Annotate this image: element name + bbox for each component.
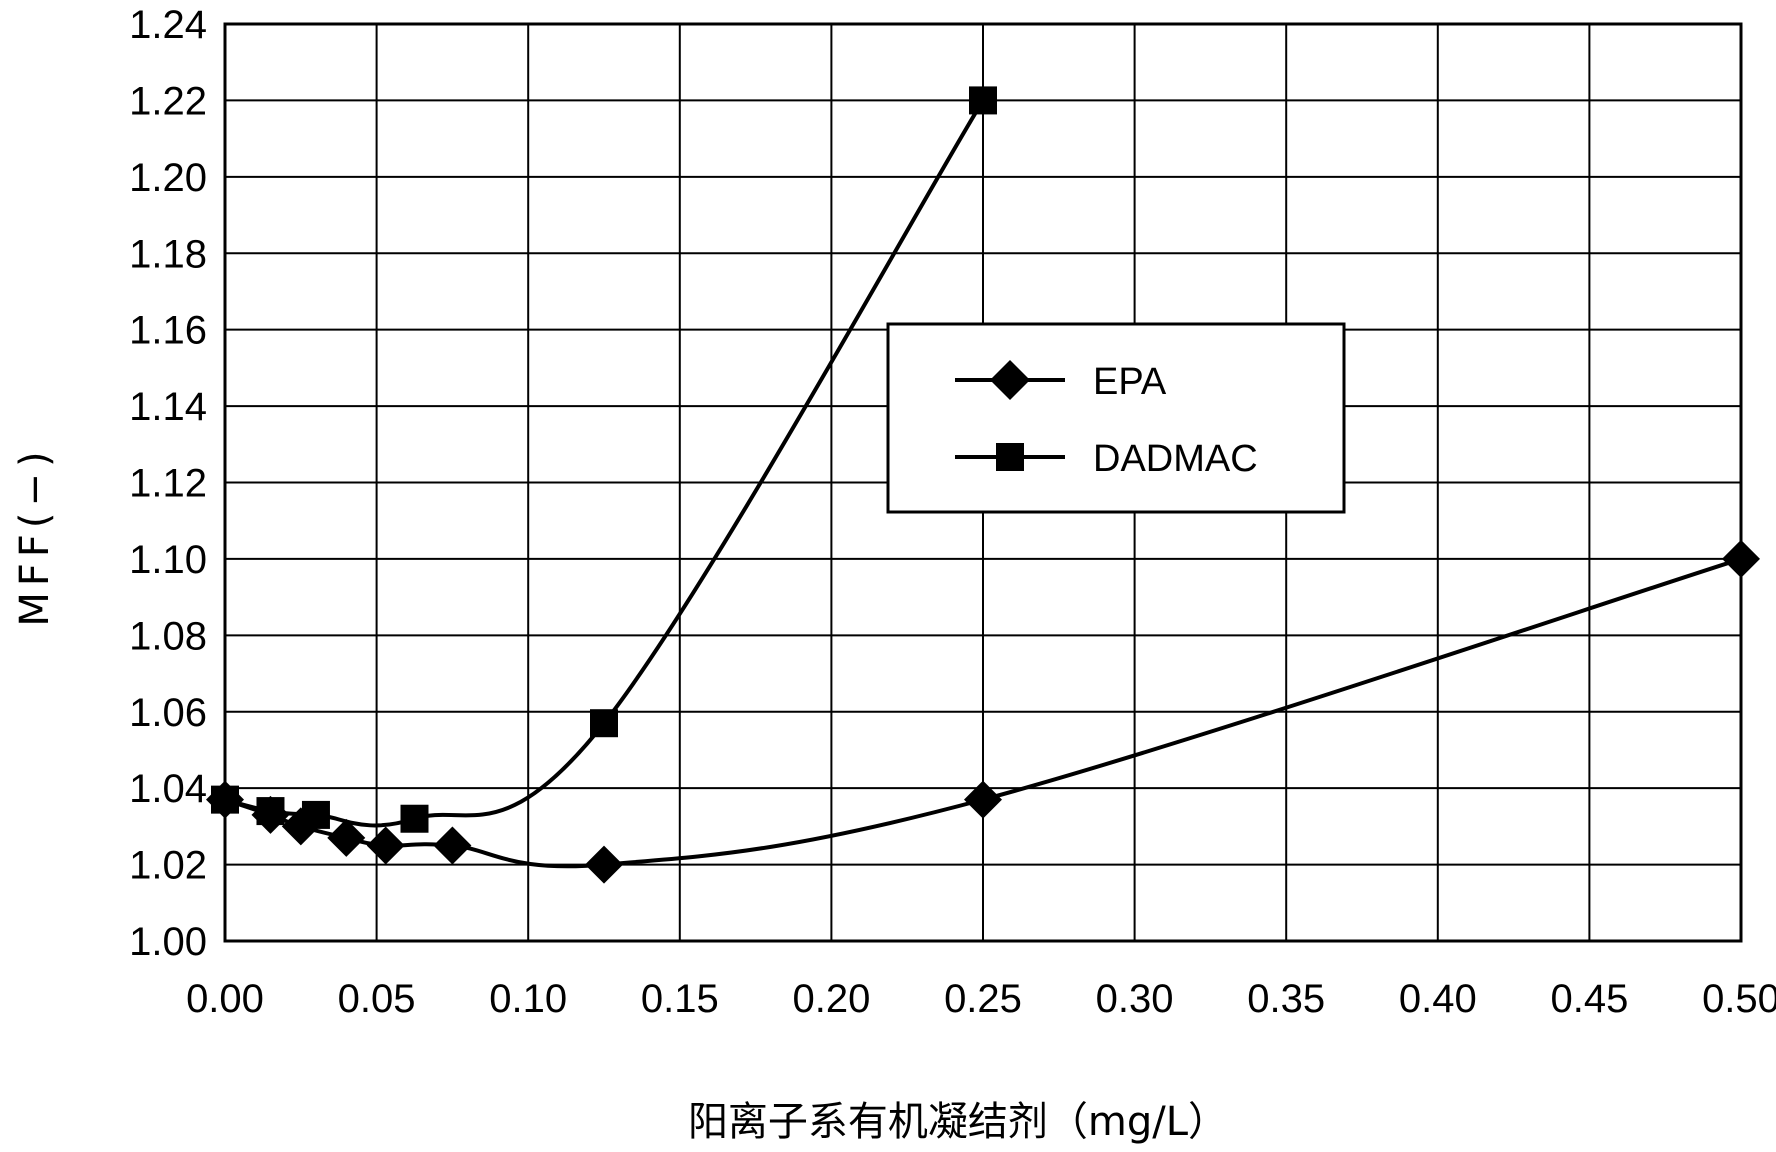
- x-tick-label: 0.50: [1702, 977, 1776, 1021]
- y-tick-label: 1.00: [129, 920, 207, 964]
- data-point-epa: [964, 780, 1002, 819]
- y-tick-label: 1.04: [129, 767, 207, 811]
- data-point-epa: [585, 845, 623, 884]
- y-tick-label: 1.22: [129, 79, 207, 123]
- legend-marker-dadmac: [996, 443, 1024, 471]
- y-axis-title: MFF(−): [12, 445, 58, 626]
- y-tick-label: 1.02: [129, 844, 207, 888]
- legend-marker-epa: [990, 360, 1030, 400]
- legend: EPA DADMAC: [886, 322, 1346, 514]
- x-tick-label: 0.35: [1247, 977, 1325, 1021]
- data-point-dadmac: [211, 785, 239, 814]
- data-point-dadmac: [256, 797, 285, 826]
- y-tick-label: 1.10: [129, 538, 207, 582]
- data-point-epa: [1722, 539, 1760, 578]
- data-point-epa: [433, 826, 472, 865]
- x-tick-label: 0.25: [944, 977, 1022, 1021]
- legend-item-epa: EPA: [955, 360, 1167, 403]
- x-tick-label: 0.00: [186, 977, 264, 1021]
- x-axis-title: 阳离子系有机凝结剂（mg/L）: [688, 1099, 1228, 1145]
- data-point-dadmac: [969, 86, 997, 115]
- x-tick-label: 0.15: [641, 977, 719, 1021]
- legend-item-dadmac: DADMAC: [955, 438, 1258, 480]
- x-tick-label: 0.10: [489, 977, 567, 1021]
- data-point-epa: [366, 826, 405, 865]
- y-tick-label: 1.18: [129, 232, 207, 276]
- y-tick-label: 1.08: [129, 614, 207, 658]
- series-dadmac: [211, 86, 997, 833]
- plot-area: [223, 22, 1743, 943]
- legend-box: [886, 322, 1346, 514]
- y-axis-tick-labels: 1.00 1.02 1.04 1.06 1.08 1.10 1.12 1.14 1.16 1.18…: [129, 3, 207, 964]
- x-tick-label: 0.05: [338, 977, 416, 1021]
- x-axis-tick-labels: 0.00 0.05 0.10 0.15 0.20 0.25 0.30 0.35 0.40 0.45…: [186, 977, 1776, 1021]
- x-tick-label: 0.45: [1550, 977, 1628, 1021]
- x-tick-label: 0.20: [792, 977, 870, 1021]
- y-tick-label: 1.24: [129, 3, 207, 47]
- legend-label-dadmac: DADMAC: [1093, 438, 1258, 480]
- y-tick-label: 1.16: [129, 309, 207, 353]
- y-tick-label: 1.14: [129, 385, 207, 429]
- y-tick-label: 1.20: [129, 156, 207, 200]
- legend-label-epa: EPA: [1093, 361, 1167, 403]
- x-tick-label: 0.40: [1399, 977, 1477, 1021]
- y-tick-label: 1.12: [129, 462, 207, 506]
- data-point-dadmac: [301, 800, 330, 829]
- x-tick-label: 0.30: [1096, 977, 1174, 1021]
- data-point-epa: [327, 818, 366, 857]
- series-layer: [206, 86, 1760, 884]
- data-point-dadmac: [590, 709, 618, 738]
- y-tick-label: 1.06: [129, 691, 207, 735]
- data-point-dadmac: [400, 804, 429, 833]
